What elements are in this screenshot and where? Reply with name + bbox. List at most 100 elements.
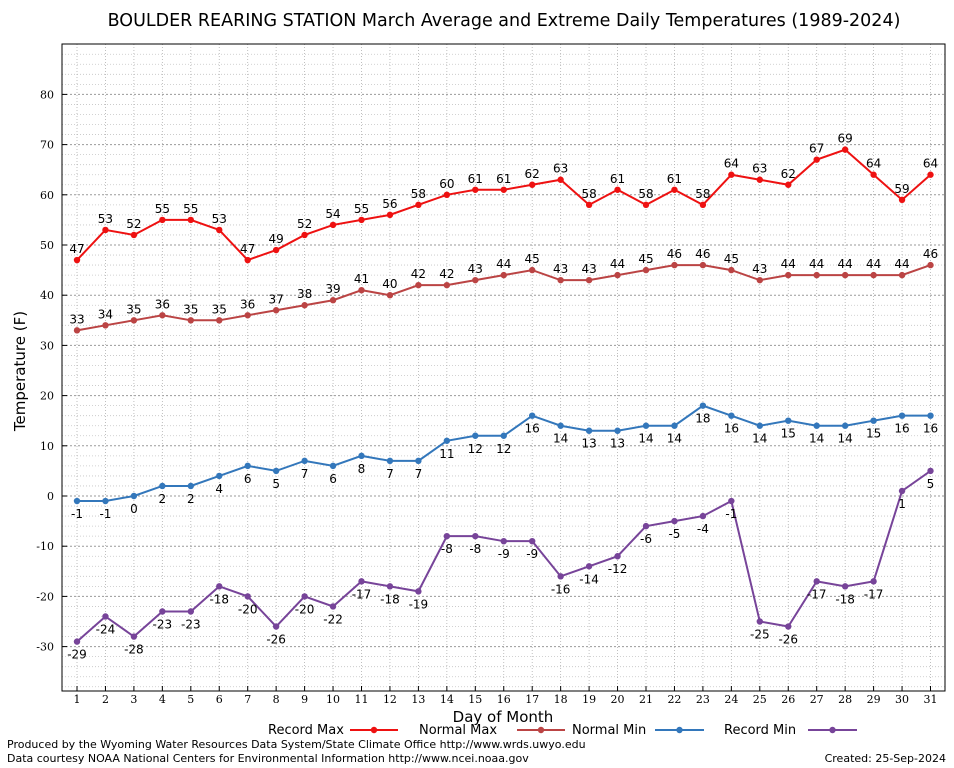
data-point-normal-min (500, 432, 507, 439)
data-label-normal-max: 43 (581, 262, 596, 276)
x-tick-label: 6 (216, 693, 223, 706)
x-tick-label: 15 (468, 693, 482, 706)
data-point-record-min (358, 578, 365, 585)
data-label-normal-max: 44 (838, 257, 853, 271)
footer-data-courtesy: Data courtesy NOAA National Centers for … (7, 752, 529, 765)
data-point-record-max (443, 191, 451, 198)
data-label-record-max: 58 (411, 187, 426, 201)
legend-label: Normal Min (572, 723, 646, 738)
data-label-record-max: 47 (240, 242, 255, 256)
x-tick-label: 19 (582, 693, 596, 706)
x-tick-label: 18 (554, 693, 568, 706)
data-label-normal-min: 16 (923, 422, 938, 436)
x-tick-label: 9 (301, 693, 308, 706)
data-label-record-min: -6 (640, 532, 652, 546)
data-point-record-min (329, 603, 337, 610)
data-point-record-max (329, 221, 337, 229)
data-point-normal-max (130, 317, 138, 324)
data-point-record-max (272, 246, 280, 254)
data-label-normal-max: 39 (325, 282, 340, 296)
data-label-record-min: -18 (380, 592, 400, 606)
data-point-normal-min (870, 417, 877, 424)
legend-item-normal-min: Normal Min (572, 723, 704, 738)
x-tick-label: 8 (273, 693, 280, 706)
data-point-record-max (216, 226, 223, 234)
data-point-record-max (415, 201, 422, 209)
data-label-record-max: 62 (781, 167, 796, 181)
data-point-normal-max (785, 271, 792, 279)
data-label-record-max: 67 (809, 142, 824, 156)
data-point-normal-max (386, 292, 394, 299)
data-point-record-min (73, 638, 81, 645)
data-point-normal-min (841, 422, 849, 429)
data-label-record-min: -26 (266, 633, 286, 647)
data-point-record-min (557, 573, 564, 580)
data-label-record-min: -8 (469, 542, 481, 556)
data-point-normal-min (187, 482, 194, 490)
legend-item-normal-max: Normal Max (419, 723, 565, 738)
data-label-record-max: 59 (894, 182, 909, 196)
data-label-normal-max: 46 (695, 247, 710, 261)
data-label-normal-max: 43 (553, 262, 568, 276)
data-label-record-min: -18 (835, 592, 855, 606)
data-point-record-max (614, 186, 621, 193)
data-label-normal-max: 43 (752, 262, 767, 276)
data-label-normal-min: 15 (866, 427, 881, 441)
legend-marker (370, 726, 378, 734)
data-point-record-min (756, 618, 763, 625)
data-label-normal-min: 0 (130, 502, 138, 516)
data-point-normal-min (443, 437, 451, 444)
y-axis-label: Temperature (F) (11, 311, 29, 432)
data-label-normal-min: 8 (358, 462, 366, 476)
data-label-normal-max: 37 (269, 292, 284, 306)
data-point-normal-min (386, 457, 394, 465)
data-label-record-min: 5 (927, 477, 935, 491)
data-label-record-min: -19 (409, 597, 429, 611)
x-tick-label: 21 (639, 693, 653, 706)
data-point-normal-min (699, 402, 707, 409)
data-label-normal-max: 36 (155, 297, 170, 311)
data-point-normal-max (614, 271, 621, 279)
data-label-normal-min: 5 (272, 477, 280, 491)
data-point-normal-max (216, 317, 223, 324)
data-label-normal-min: 16 (525, 422, 540, 436)
data-point-normal-min (73, 497, 81, 505)
data-label-record-min: -23 (181, 617, 201, 631)
y-tick-label: 40 (40, 289, 54, 302)
y-tick-label: -20 (36, 590, 54, 603)
footer-created: Created: 25-Sep-2024 (825, 752, 946, 765)
data-label-record-min: 1 (898, 497, 906, 511)
data-point-normal-max (699, 261, 707, 269)
data-point-normal-max (756, 276, 763, 284)
data-label-normal-min: 11 (439, 447, 454, 461)
data-point-normal-min (329, 462, 337, 470)
data-point-record-max (671, 186, 678, 193)
data-label-record-min: -9 (498, 547, 510, 561)
data-point-normal-max (244, 312, 251, 319)
data-point-record-max (187, 216, 194, 224)
x-tick-label: 1 (74, 693, 81, 706)
data-point-record-min (472, 532, 479, 540)
data-label-record-max: 53 (212, 212, 227, 226)
data-label-normal-max: 42 (439, 267, 454, 281)
data-point-normal-max (272, 307, 280, 314)
data-label-normal-min: 14 (752, 432, 767, 446)
data-point-record-max (728, 171, 735, 178)
x-tick-label: 7 (244, 693, 251, 706)
x-tick-label: 26 (781, 693, 795, 706)
data-point-normal-max (927, 261, 934, 269)
data-label-record-min: -14 (579, 572, 599, 586)
data-label-record-min: -23 (153, 617, 173, 631)
data-label-normal-min: 7 (301, 467, 309, 481)
data-label-record-min: -29 (67, 648, 87, 662)
x-tick-label: 10 (326, 693, 340, 706)
data-label-normal-min: 7 (386, 467, 394, 481)
data-point-normal-min (415, 457, 422, 465)
legend: Record Max Normal Max Normal Min Record Min (268, 723, 857, 738)
data-label-normal-min: -1 (99, 507, 111, 521)
data-point-record-min (813, 578, 820, 585)
data-label-normal-min: 12 (496, 442, 511, 456)
series-record-min: -29-24-28-23 -23-18-20-26-20-22-17 -18 -19-… (67, 467, 935, 662)
y-tick-label: -30 (36, 641, 54, 654)
